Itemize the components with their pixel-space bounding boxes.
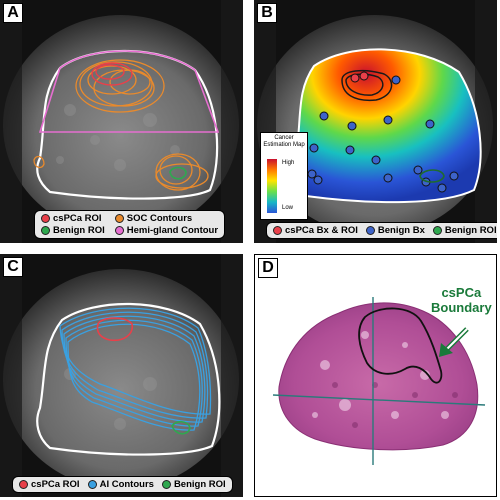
gland-contour-c bbox=[36, 302, 221, 456]
legend-item: csPCa Bx & ROI bbox=[273, 225, 358, 236]
panel-label: B bbox=[257, 3, 277, 23]
legend-marker-icon bbox=[114, 226, 124, 235]
legend-marker-icon bbox=[114, 214, 124, 223]
legend-item: csPCa ROI bbox=[19, 479, 80, 490]
boundary-arrow-icon bbox=[439, 327, 469, 357]
legend-item: Benign ROI bbox=[161, 479, 226, 490]
legend-marker-icon bbox=[273, 226, 282, 235]
legend-item: Benign ROI bbox=[432, 225, 497, 236]
panel-b-cancer-map: B Cancer Estimation Map High Low csPCa B… bbox=[254, 0, 497, 243]
panel-label: A bbox=[3, 3, 23, 23]
panel-label: D bbox=[258, 258, 278, 278]
legend-marker-icon bbox=[41, 226, 50, 235]
benign-roi-c bbox=[171, 420, 191, 435]
colormap-title: Cancer Estimation Map bbox=[263, 135, 305, 148]
legend-item: csPCa ROI bbox=[41, 213, 105, 224]
ai-contours bbox=[59, 307, 212, 431]
legend-marker-icon bbox=[365, 226, 375, 235]
legend-b: csPCa Bx & ROI Benign Bx Benign ROI bbox=[266, 222, 497, 239]
legend-marker-icon bbox=[19, 480, 28, 489]
benign-roi-a bbox=[169, 166, 187, 180]
colormap-high-label: High bbox=[282, 160, 295, 166]
panel-label: C bbox=[3, 257, 23, 277]
colormap-low-label: Low bbox=[282, 205, 294, 211]
legend-a: csPCa ROI SOC Contours Benign ROI Hemi-g… bbox=[34, 210, 226, 239]
legend-item: AI Contours bbox=[87, 479, 154, 490]
legend-item: Hemi-gland Contour bbox=[114, 225, 218, 236]
biopsy-markers bbox=[307, 71, 459, 193]
colormap-legend: Cancer Estimation Map High Low bbox=[260, 132, 308, 220]
colormap-bar bbox=[267, 159, 277, 213]
legend-marker-icon bbox=[87, 480, 97, 489]
cspca-boundary-annotation: csPCa Boundary bbox=[431, 285, 492, 315]
histology-slide-image bbox=[255, 255, 496, 496]
panel-a-mri-soc: A csPCa ROI SOC Contours Benign ROI Hemi… bbox=[0, 0, 243, 243]
legend-c: csPCa ROI AI Contours Benign ROI bbox=[12, 476, 233, 493]
cspca-roi-a bbox=[91, 62, 133, 86]
legend-item: Benign ROI bbox=[41, 225, 105, 236]
benign-roi-b bbox=[419, 169, 445, 183]
legend-item: Benign Bx bbox=[365, 225, 425, 236]
legend-marker-icon bbox=[41, 214, 50, 223]
panel-c-ai-contours: C csPCa ROI AI Contours Benign ROI bbox=[0, 254, 243, 497]
cspca-boundary-contour bbox=[358, 307, 443, 384]
hemigland-contour bbox=[38, 50, 220, 133]
slide-horizontal-line bbox=[272, 394, 486, 406]
cspca-roi-c bbox=[96, 317, 134, 342]
panel-d-histology: D csPCa Boundary bbox=[254, 254, 497, 497]
legend-item: SOC Contours bbox=[114, 213, 218, 224]
legend-marker-icon bbox=[161, 480, 171, 489]
mri-image-a bbox=[0, 0, 243, 243]
mri-image-c bbox=[0, 254, 243, 497]
legend-marker-icon bbox=[432, 226, 442, 235]
